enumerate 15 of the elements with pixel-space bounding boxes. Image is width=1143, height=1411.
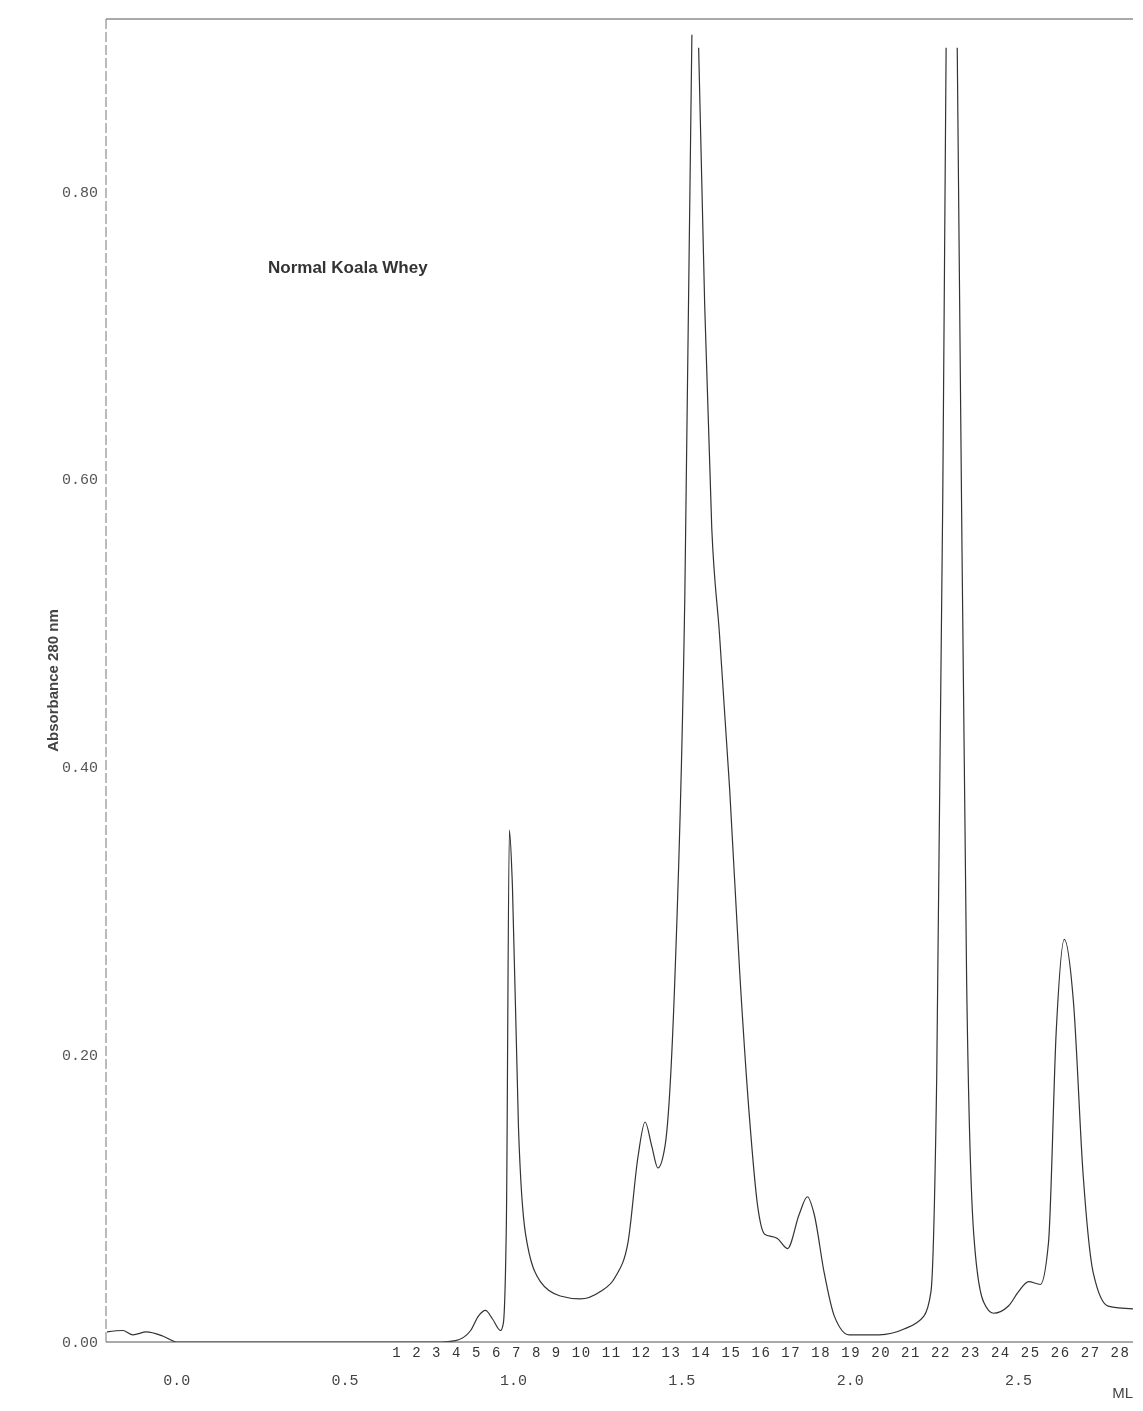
- y-tick-label: 0.40: [61, 760, 98, 778]
- x-tick-label: 0.0: [163, 1372, 191, 1390]
- x-tick-label: 1.0: [499, 1372, 527, 1390]
- y-tick-label: 0.00: [61, 1335, 98, 1353]
- y-tick-label: 0.60: [61, 472, 98, 490]
- text: Normal Koala Whey: [268, 258, 429, 277]
- x-axis-title: ML: [1112, 1384, 1133, 1401]
- x-tick-label: 1.5: [668, 1372, 696, 1390]
- x-tick-label: 0.5: [331, 1372, 359, 1390]
- y-tick-label: 0.20: [61, 1047, 98, 1065]
- y-tick-label: 0.80: [61, 184, 98, 202]
- text: 1 2 3 4 5 6 7 8 9 10 11 12 13 14 15 16 17 18 19 20 21 22 23 24 25 26 27 28: [392, 1345, 1129, 1361]
- y-axis-title: Absorbance 280 nm: [44, 609, 62, 752]
- x-tick-label: 2.5: [1005, 1372, 1033, 1390]
- x-tick-label: 2.0: [836, 1372, 864, 1390]
